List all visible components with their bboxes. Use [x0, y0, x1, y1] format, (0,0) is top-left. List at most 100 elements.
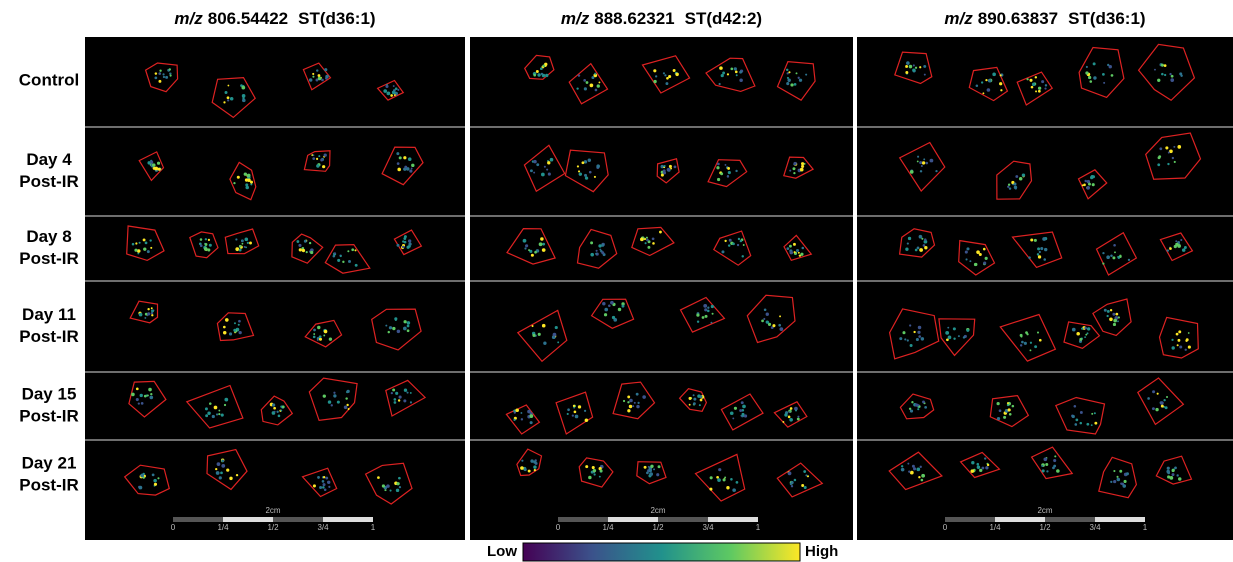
ion-signal — [803, 470, 806, 473]
ion-signal — [921, 479, 924, 482]
ion-signal — [1026, 78, 1028, 80]
ion-signal — [394, 398, 397, 401]
ion-signal — [999, 409, 1002, 412]
scale-bar-tick: 1 — [1143, 523, 1148, 532]
column-title: m/z806.54422ST(d36:1) — [174, 9, 375, 28]
scale-bar-segment — [558, 517, 608, 522]
ion-signal — [1025, 331, 1028, 334]
ion-signal — [1177, 145, 1181, 149]
ion-signal — [1113, 319, 1117, 323]
ion-signal — [736, 481, 739, 484]
ion-signal — [670, 168, 672, 170]
ion-signal — [1008, 184, 1010, 186]
ion-signal — [1024, 342, 1027, 345]
ion-signal — [328, 486, 330, 488]
ion-signal — [1030, 238, 1033, 241]
ion-signal — [247, 179, 251, 183]
ion-signal — [398, 399, 400, 401]
ion-signal — [150, 247, 152, 249]
ion-signal — [1015, 187, 1017, 189]
ion-signal — [296, 240, 299, 243]
ion-signal — [316, 158, 318, 160]
ion-signal — [728, 244, 730, 246]
ion-signal — [1109, 65, 1112, 68]
ion-signal — [347, 390, 350, 393]
ion-signal — [312, 73, 314, 75]
ion-signal — [693, 394, 695, 396]
ion-signal — [725, 164, 727, 166]
ion-signal — [313, 336, 316, 339]
row-label: Day 21 — [22, 453, 77, 472]
lipid-name: ST(d36:1) — [1068, 9, 1145, 28]
scale-bar-tick: 1/4 — [989, 523, 1001, 532]
ion-signal — [383, 89, 387, 93]
ion-signal — [907, 243, 909, 245]
ion-signal — [136, 388, 139, 391]
ion-signal — [521, 460, 523, 462]
ion-signal — [601, 251, 604, 254]
ion-signal — [245, 186, 249, 190]
ion-signal — [395, 392, 398, 395]
ion-signal — [169, 68, 171, 70]
ion-signal — [316, 164, 319, 167]
ion-signal — [404, 241, 407, 244]
ion-signal — [905, 248, 908, 251]
ion-signal — [1154, 69, 1156, 71]
ion-signal — [601, 244, 604, 247]
ion-signal — [1171, 75, 1174, 78]
ion-signal — [225, 91, 228, 94]
ion-signal — [653, 468, 655, 470]
ion-signal — [800, 168, 804, 172]
ion-signal — [793, 162, 796, 165]
scale-bar-length: 2cm — [265, 506, 280, 515]
scale-bar-tick: 0 — [171, 523, 176, 532]
ion-signal — [394, 94, 396, 96]
mz-value: 890.63837 — [978, 9, 1058, 28]
ion-signal — [157, 477, 159, 479]
ion-signal — [740, 240, 742, 242]
ion-signal — [139, 242, 141, 244]
ion-signal — [963, 336, 965, 338]
ion-signal — [717, 163, 720, 166]
ion-signal — [333, 394, 336, 397]
ion-signal — [1034, 239, 1037, 242]
ion-signal — [1157, 163, 1160, 166]
scale-bar-segment — [173, 517, 223, 522]
ion-signal — [797, 416, 799, 418]
ion-signal — [241, 239, 244, 242]
ion-signal — [594, 73, 596, 75]
ion-signal — [143, 247, 146, 250]
ion-signal — [398, 477, 401, 480]
ion-signal — [798, 252, 800, 254]
ion-signal — [574, 411, 577, 414]
ion-signal — [664, 165, 666, 167]
ion-signal — [661, 165, 664, 168]
ion-signal — [220, 471, 223, 474]
ion-signal — [235, 247, 239, 251]
ion-signal — [331, 404, 333, 406]
ion-signal — [704, 308, 707, 311]
ion-signal — [930, 159, 934, 163]
ion-signal — [599, 81, 601, 83]
ion-signal — [799, 79, 802, 82]
colorbar-high: High — [805, 543, 838, 560]
ion-signal — [1084, 336, 1086, 338]
ion-signal — [540, 67, 543, 70]
ion-signal — [322, 486, 325, 489]
ion-signal — [764, 308, 767, 311]
ion-signal — [947, 327, 949, 329]
scale-bar-tick: 3/4 — [317, 523, 329, 532]
row-label: Post-IR — [19, 249, 79, 268]
ion-signal — [985, 466, 988, 469]
ion-signal — [1038, 87, 1041, 90]
ion-signal — [411, 168, 413, 170]
ion-signal — [1000, 89, 1002, 91]
ion-signal — [584, 87, 587, 90]
ion-signal — [966, 329, 969, 332]
scale-bar-tick: 0 — [556, 523, 561, 532]
ion-signal — [983, 248, 986, 251]
ion-signal — [227, 85, 229, 87]
ion-signal — [525, 244, 528, 247]
ion-signal — [793, 167, 796, 170]
